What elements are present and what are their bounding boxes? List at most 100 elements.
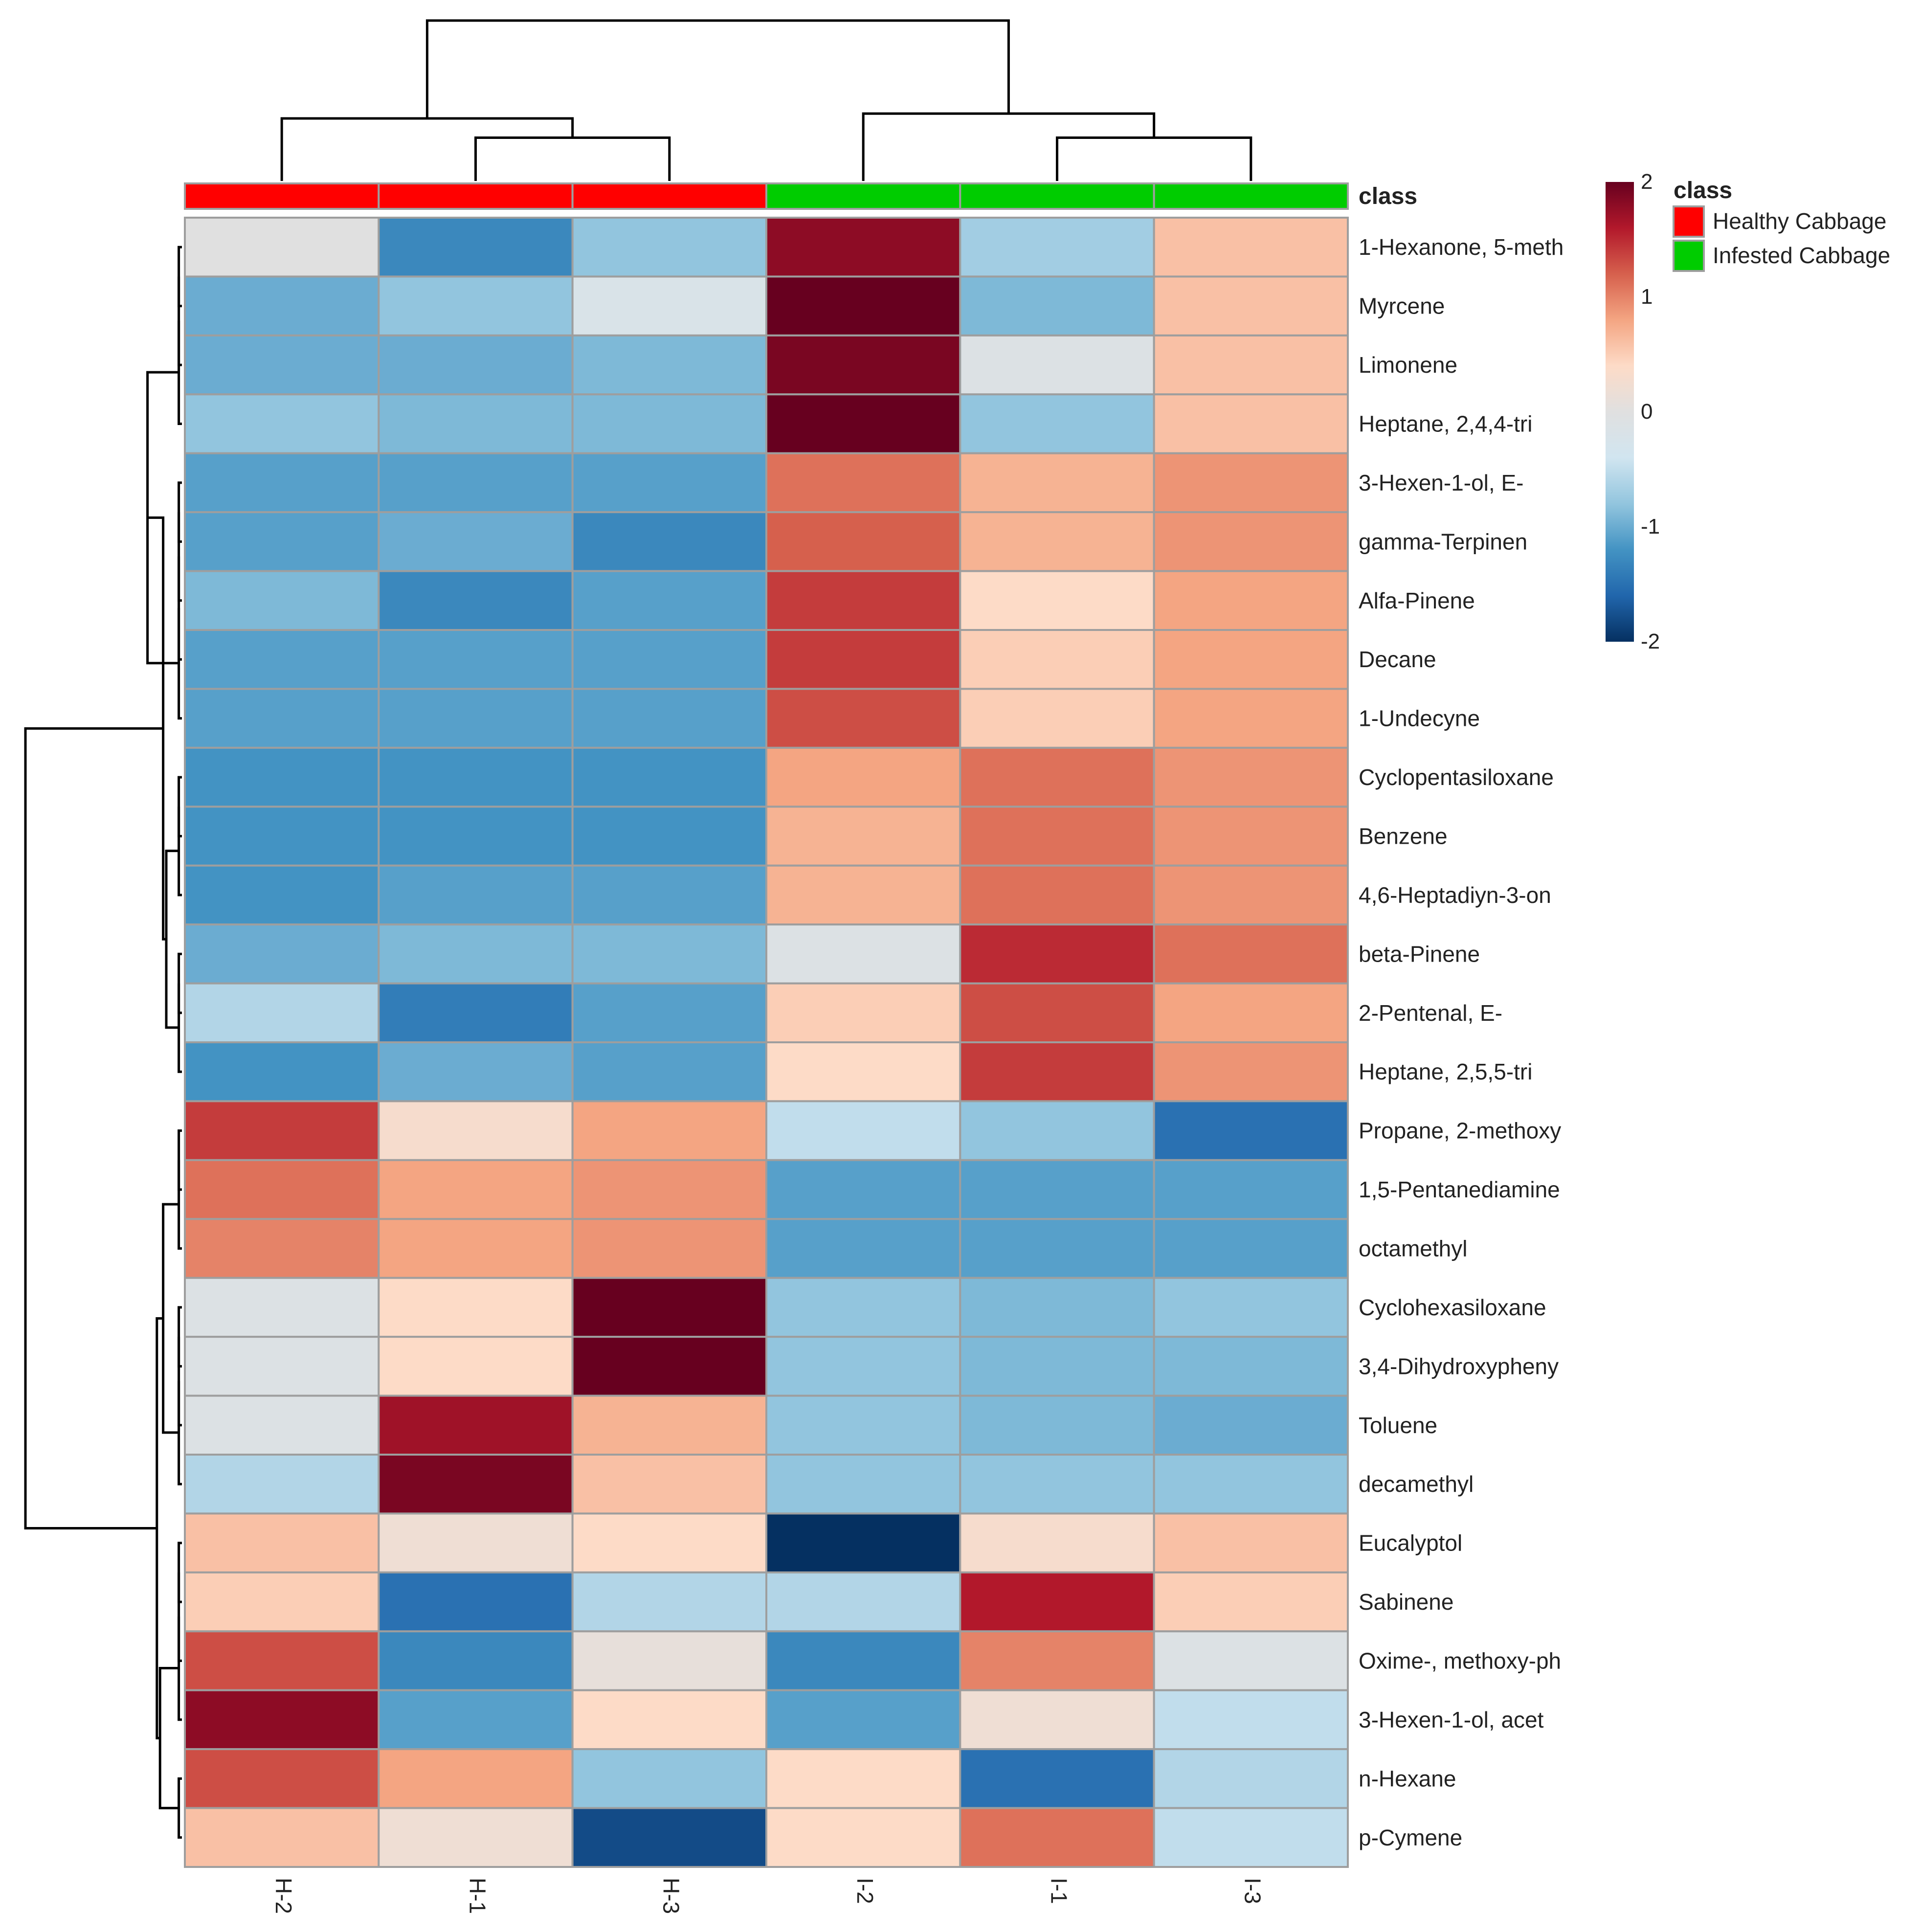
- column-labels: H-2 H-1 H-3 I-2 I-1 I-3: [271, 1878, 1266, 1914]
- heatmap-cell: [959, 275, 1155, 337]
- heatmap-cell: [184, 864, 380, 926]
- heatmap-cell: [184, 393, 380, 454]
- heatmap-cell: [1153, 1041, 1349, 1102]
- legend-title: class: [1674, 178, 1732, 203]
- heatmap-cell: [184, 570, 380, 631]
- heatmap-cell: [765, 1041, 961, 1102]
- dendrogram-branch: [425, 19, 1010, 119]
- legend-item-label: Infested Cabbage: [1713, 243, 1890, 268]
- heatmap-cell: [959, 1512, 1155, 1573]
- row-dendrogram: [24, 246, 182, 1839]
- heatmap-cell: [1153, 1336, 1349, 1397]
- row-labels: 1-Hexanone, 5-meth Myrcene Limonene Heptane…: [1359, 234, 1564, 1850]
- heatmap-cell: [378, 1807, 574, 1868]
- heatmap-cell: [959, 629, 1155, 690]
- heatmap-cell: [184, 1277, 380, 1338]
- row-label: Eucalyptol: [1359, 1530, 1462, 1556]
- heatmap-cell: [959, 1689, 1155, 1751]
- heatmap-cell: [765, 1336, 961, 1397]
- class-annotation-label: class: [1359, 183, 1417, 209]
- heatmap-cell: [571, 1100, 767, 1161]
- heatmap-cell: [1153, 864, 1349, 926]
- heatmap-cell: [1153, 1689, 1349, 1751]
- heatmap-cell: [765, 334, 961, 396]
- heatmap-cell: [571, 1277, 767, 1338]
- dendrogram-branch: [178, 1129, 182, 1191]
- heatmap-cell: [765, 1689, 961, 1751]
- heatmap-cell: [765, 1277, 961, 1338]
- row-label: Decane: [1359, 647, 1436, 672]
- heatmap-cell: [571, 1041, 767, 1102]
- heatmap-cell: [184, 1689, 380, 1751]
- heatmap-cell: [765, 275, 961, 337]
- heatmap-cell: [571, 1630, 767, 1691]
- heatmap-cell: [571, 452, 767, 514]
- heatmap-cell: [184, 217, 380, 278]
- heatmap-cell: [1153, 1571, 1349, 1633]
- row-label: Cyclohexasiloxane: [1359, 1295, 1546, 1320]
- heatmap-cell: [571, 334, 767, 396]
- row-label: Oxime-, methoxy-ph: [1359, 1648, 1561, 1674]
- heatmap-cell: [184, 511, 380, 572]
- class-bar-cell: [1153, 182, 1349, 210]
- heatmap-cell: [378, 982, 574, 1043]
- heatmap-cell: [378, 452, 574, 514]
- heatmap-cell: [184, 1218, 380, 1279]
- heatmap-cell: [378, 1394, 574, 1456]
- heatmap-cell: [959, 334, 1155, 396]
- dendrogram-branch: [178, 807, 182, 897]
- heatmap-cell: [959, 570, 1155, 631]
- row-label: 3-Hexen-1-ol, acet: [1359, 1707, 1544, 1732]
- heatmap-cell: [959, 1277, 1155, 1338]
- heatmap-cell: [184, 629, 380, 690]
- heatmap-cell: [184, 452, 380, 514]
- dendrogram-branch: [178, 776, 182, 837]
- heatmap-cell: [571, 1394, 767, 1456]
- heatmap-cell: [378, 629, 574, 690]
- class-bar-cell: [765, 182, 961, 210]
- heatmap-cell: [571, 629, 767, 690]
- heatmap-cell: [184, 746, 380, 808]
- heatmap-cell: [765, 1748, 961, 1809]
- row-label: Sabinene: [1359, 1589, 1453, 1615]
- legend-item-label: Healthy Cabbage: [1713, 208, 1886, 234]
- heatmap-cell: [378, 1454, 574, 1515]
- heatmap-cell: [765, 806, 961, 867]
- heatmap-cell: [378, 688, 574, 749]
- heatmap-cell: [765, 1100, 961, 1161]
- dendrogram-branch: [158, 1667, 179, 1810]
- row-label: 3,4-Dihydroxypheny: [1359, 1353, 1559, 1379]
- heatmap-cell: [378, 1512, 574, 1573]
- heatmap-cell: [1153, 982, 1349, 1043]
- heatmap-cell: [571, 570, 767, 631]
- dendrogram-branch: [178, 1777, 182, 1839]
- color-scale-bar: [1606, 182, 1634, 642]
- color-scale-tick-label: -1: [1641, 515, 1660, 539]
- heatmap-cell: [765, 629, 961, 690]
- heatmap-cell: [959, 1630, 1155, 1691]
- color-scale-tick-label: -2: [1641, 629, 1660, 653]
- heatmap-cell: [1153, 1807, 1349, 1868]
- color-scale-tick-label: 0: [1641, 400, 1653, 424]
- heatmap-cell: [765, 688, 961, 749]
- heatmap-cell: [571, 864, 767, 926]
- heatmap-cell: [959, 1159, 1155, 1220]
- heatmap-cell: [959, 1571, 1155, 1633]
- heatmap-cell: [571, 982, 767, 1043]
- heatmap-cell: [959, 688, 1155, 749]
- heatmap-cell: [765, 864, 961, 926]
- dendrogram-branch: [178, 1617, 182, 1721]
- color-scale-tick-label: 2: [1641, 170, 1653, 194]
- row-label: octamethyl: [1359, 1236, 1467, 1261]
- heatmap-cell: [1153, 1748, 1349, 1809]
- heatmap-cell: [765, 1571, 961, 1633]
- heatmap-cell: [959, 982, 1155, 1043]
- row-label: Benzene: [1359, 824, 1448, 849]
- heatmap-cell: [184, 1512, 380, 1573]
- row-label: Heptane, 2,4,4-tri: [1359, 411, 1532, 437]
- heatmap-cell: [184, 1748, 380, 1809]
- heatmap-cell: [959, 1336, 1155, 1397]
- heatmap-cell: [1153, 275, 1349, 337]
- row-label: 3-Hexen-1-ol, E-: [1359, 470, 1523, 495]
- heatmap-cell: [959, 452, 1155, 514]
